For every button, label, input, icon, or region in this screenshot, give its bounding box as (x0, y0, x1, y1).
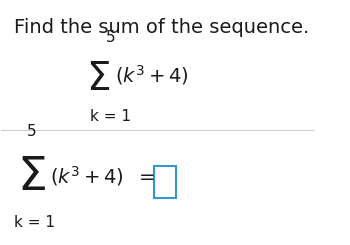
Text: =: = (139, 168, 155, 186)
Text: Find the sum of the sequence.: Find the sum of the sequence. (14, 18, 309, 37)
Text: 5: 5 (26, 124, 36, 139)
Text: $(k^3+4)$: $(k^3+4)$ (116, 63, 189, 87)
Text: k = 1: k = 1 (14, 215, 55, 230)
Text: $\Sigma$: $\Sigma$ (86, 60, 110, 98)
Text: 5: 5 (106, 30, 116, 45)
Text: $(k^3+4)$: $(k^3+4)$ (50, 164, 124, 188)
Text: k = 1: k = 1 (90, 109, 131, 124)
Bar (154, 166, 176, 197)
Text: $\Sigma$: $\Sigma$ (17, 155, 46, 199)
